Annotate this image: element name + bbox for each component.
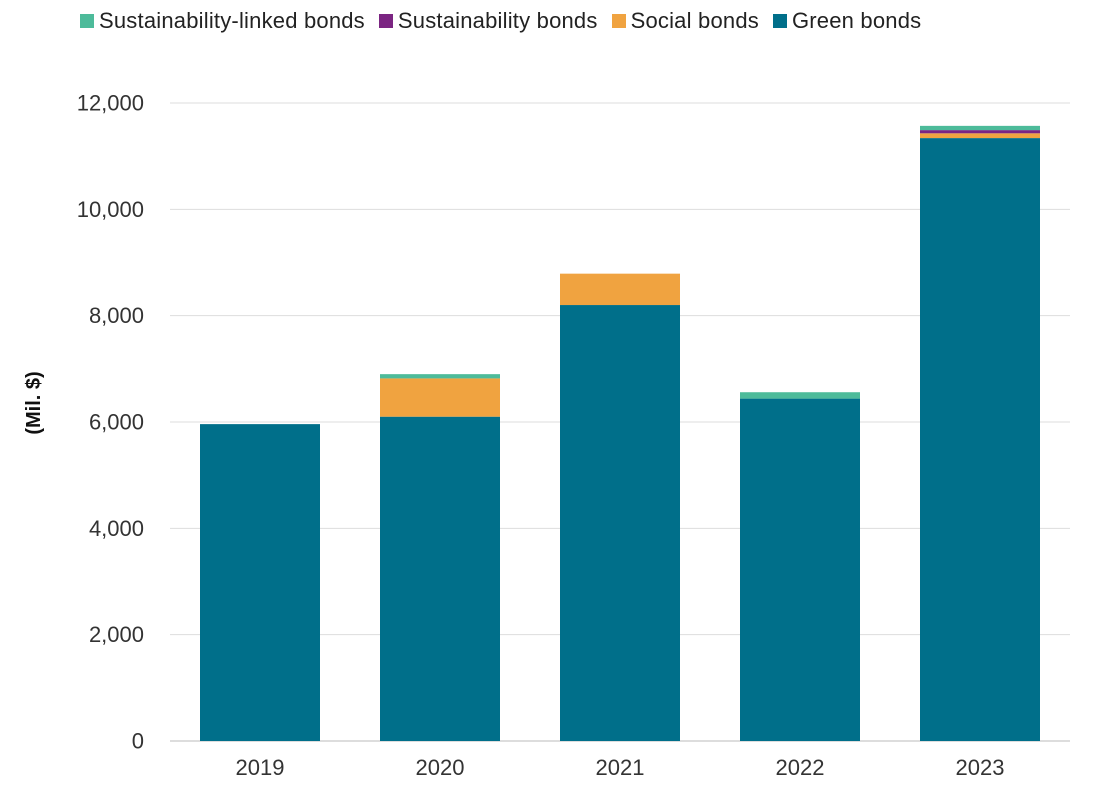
bar-sustainability-linked-bonds-2020 [380, 374, 500, 379]
legend-item-social-bonds: Social bonds [611, 8, 759, 34]
y-tick-label: 2,000 [89, 622, 144, 647]
bar-green-bonds-2023 [920, 138, 1040, 742]
x-tick-label-2023: 2023 [956, 755, 1005, 780]
legend-swatch-sustainability-bonds [378, 14, 393, 28]
y-axis-ticks: 0 2,000 4,000 6,000 8,000 10,000 12,000 [77, 91, 144, 754]
legend-label-sustainability-linked-bonds: Sustainability-linked bonds [99, 8, 365, 33]
y-axis-label: (Mil. $) [23, 371, 45, 434]
y-tick-label: 8,000 [89, 303, 144, 328]
bar-social-bonds-2021 [560, 273, 680, 306]
x-tick-label-2022: 2022 [776, 755, 825, 780]
legend-label-green-bonds: Green bonds [791, 8, 922, 33]
bars [200, 125, 1040, 742]
y-tick-label: 12,000 [77, 91, 144, 116]
bar-green-bonds-2019 [200, 424, 320, 741]
x-tick-label-2020: 2020 [416, 755, 465, 780]
bar-social-bonds-2020 [380, 378, 500, 417]
y-tick-label: 10,000 [77, 197, 144, 222]
legend-swatch-green-bonds [772, 14, 787, 28]
bar-green-bonds-2022 [740, 398, 860, 741]
legend-swatch-social-bonds [611, 14, 626, 28]
x-axis-ticks: 2019 2020 2021 2022 2023 [236, 755, 1005, 780]
bar-social-bonds-2023 [920, 133, 1040, 139]
x-tick-label-2021: 2021 [596, 755, 645, 780]
legend-label-sustainability-bonds: Sustainability bonds [397, 8, 598, 33]
y-tick-label: 0 [132, 729, 144, 754]
legend-item-sustainability-bonds: Sustainability bonds [378, 8, 598, 34]
bar-sustainability-linked-bonds-2022 [740, 392, 860, 399]
y-tick-label: 4,000 [89, 516, 144, 541]
bar-sustainability-bonds-2023 [920, 130, 1040, 134]
y-tick-label: 6,000 [89, 410, 144, 435]
legend-item-sustainability-linked-bonds: Sustainability-linked bonds [80, 8, 365, 34]
legend-item-green-bonds: Green bonds [772, 8, 922, 34]
bar-sustainability-linked-bonds-2023 [920, 125, 1040, 131]
legend-swatch-sustainability-linked-bonds [80, 14, 94, 28]
bar-green-bonds-2021 [560, 305, 680, 741]
legend-label-social-bonds: Social bonds [630, 8, 759, 33]
bar-green-bonds-2020 [380, 416, 500, 741]
x-tick-label-2019: 2019 [236, 755, 285, 780]
chart-legend: Sustainability-linked bonds Sustainabili… [80, 6, 921, 36]
